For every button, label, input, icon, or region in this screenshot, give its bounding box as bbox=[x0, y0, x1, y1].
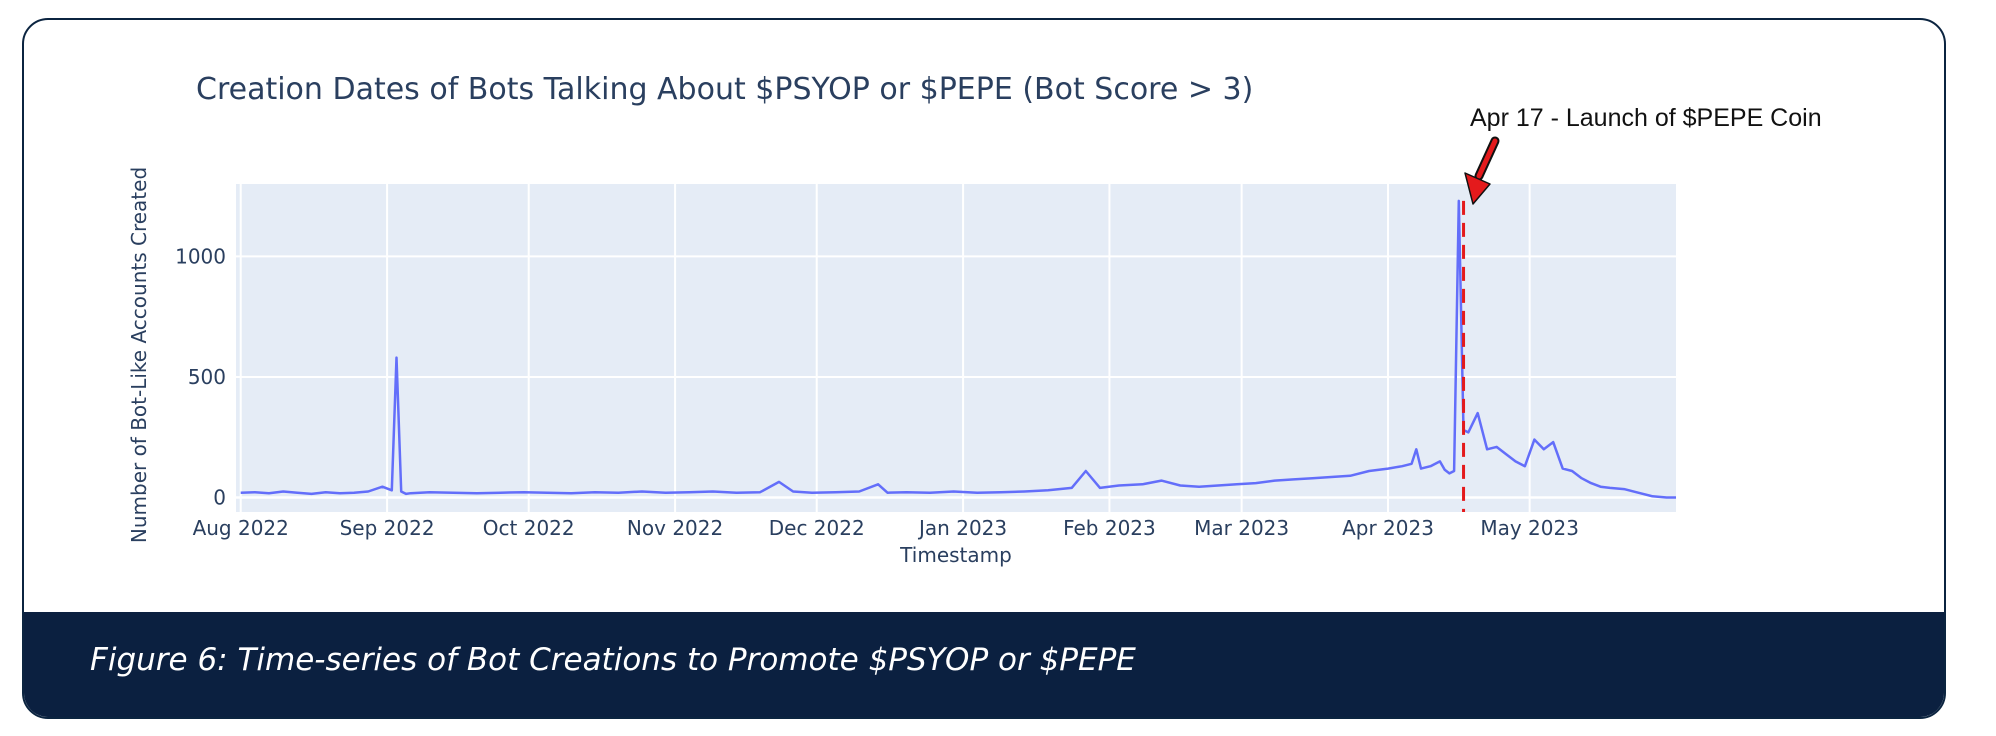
x-tick-labels: Aug 2022 Sep 2022 Oct 2022 Nov 2022 Dec 2022… bbox=[193, 516, 1579, 540]
y-axis-title: Number of Bot-Like Accounts Created bbox=[127, 167, 151, 543]
x-tick-label: Aug 2022 bbox=[193, 516, 289, 540]
y-gridlines bbox=[236, 255, 1676, 499]
chart-title: Creation Dates of Bots Talking About $PS… bbox=[196, 72, 1254, 107]
line-chart: Aug 2022 Sep 2022 Oct 2022 Nov 2022 Dec 2022… bbox=[127, 104, 1822, 567]
x-tick-label: Sep 2022 bbox=[340, 516, 435, 540]
x-tick-label: May 2023 bbox=[1480, 516, 1579, 540]
series-line bbox=[240, 199, 1676, 499]
x-tick-label: Apr 2023 bbox=[1342, 516, 1434, 540]
y-tick-label: 500 bbox=[188, 365, 226, 389]
plot-area bbox=[236, 184, 1676, 512]
y-tick-label: 0 bbox=[213, 486, 226, 510]
launch-annotation-text: Apr 17 - Launch of $PEPE Coin bbox=[1470, 104, 1822, 132]
x-tick-label: Nov 2022 bbox=[627, 516, 723, 540]
x-tick-label: Feb 2023 bbox=[1063, 516, 1156, 540]
x-tick-label: Oct 2022 bbox=[483, 516, 575, 540]
y-tick-labels: 0 500 1000 bbox=[175, 244, 226, 509]
annotation-arrow-icon bbox=[1464, 136, 1500, 205]
caption-band: Figure 6: Time-series of Bot Creations t… bbox=[24, 612, 1944, 717]
x-gridlines bbox=[239, 184, 1531, 512]
figure-frame: Creation Dates of Bots Talking About $PS… bbox=[22, 18, 1946, 719]
x-tick-label: Jan 2023 bbox=[917, 516, 1007, 540]
y-tick-label: 1000 bbox=[175, 244, 226, 268]
x-axis-title: Timestamp bbox=[899, 543, 1012, 567]
figure-caption: Figure 6: Time-series of Bot Creations t… bbox=[90, 642, 1136, 678]
x-tick-label: Mar 2023 bbox=[1194, 516, 1289, 540]
x-tick-label: Dec 2022 bbox=[769, 516, 865, 540]
